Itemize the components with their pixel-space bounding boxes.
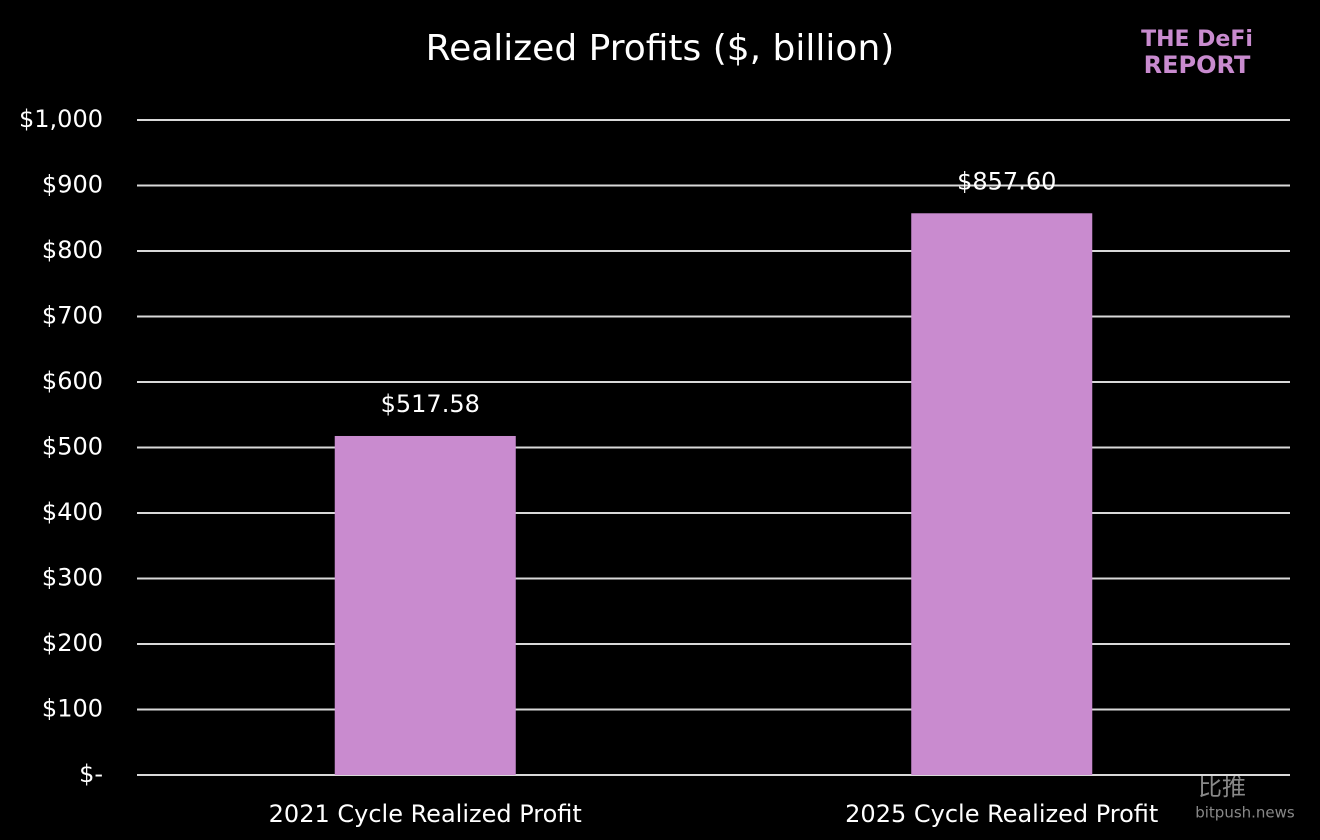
watermark-site: bitpush.news	[1195, 804, 1295, 822]
data-label: $857.60	[957, 167, 1056, 195]
y-tick-label: $800	[42, 236, 103, 264]
logo-line1: THE DeFi	[1141, 27, 1253, 52]
logo-line2: REPORT	[1144, 51, 1251, 79]
y-tick-label: $400	[42, 498, 103, 526]
y-tick-label: $900	[42, 171, 103, 199]
y-tick-label: $300	[42, 564, 103, 592]
y-tick-label: $500	[42, 433, 103, 461]
bar	[334, 435, 516, 775]
y-tick-label: $100	[42, 695, 103, 723]
y-tick-label: $1,000	[19, 105, 103, 133]
y-tick-label: $200	[42, 629, 103, 657]
y-tick-label: $600	[42, 367, 103, 395]
chart-title: Realized Profits ($, billion)	[426, 28, 895, 69]
bar	[911, 213, 1093, 776]
watermark-name: 比推	[1198, 773, 1246, 801]
x-tick-label: 2025 Cycle Realized Profit	[845, 800, 1158, 828]
y-tick-label: $700	[42, 302, 103, 330]
x-tick-label: 2021 Cycle Realized Profit	[269, 800, 582, 828]
y-tick-label: $-	[79, 760, 103, 788]
data-label: $517.58	[381, 390, 480, 418]
